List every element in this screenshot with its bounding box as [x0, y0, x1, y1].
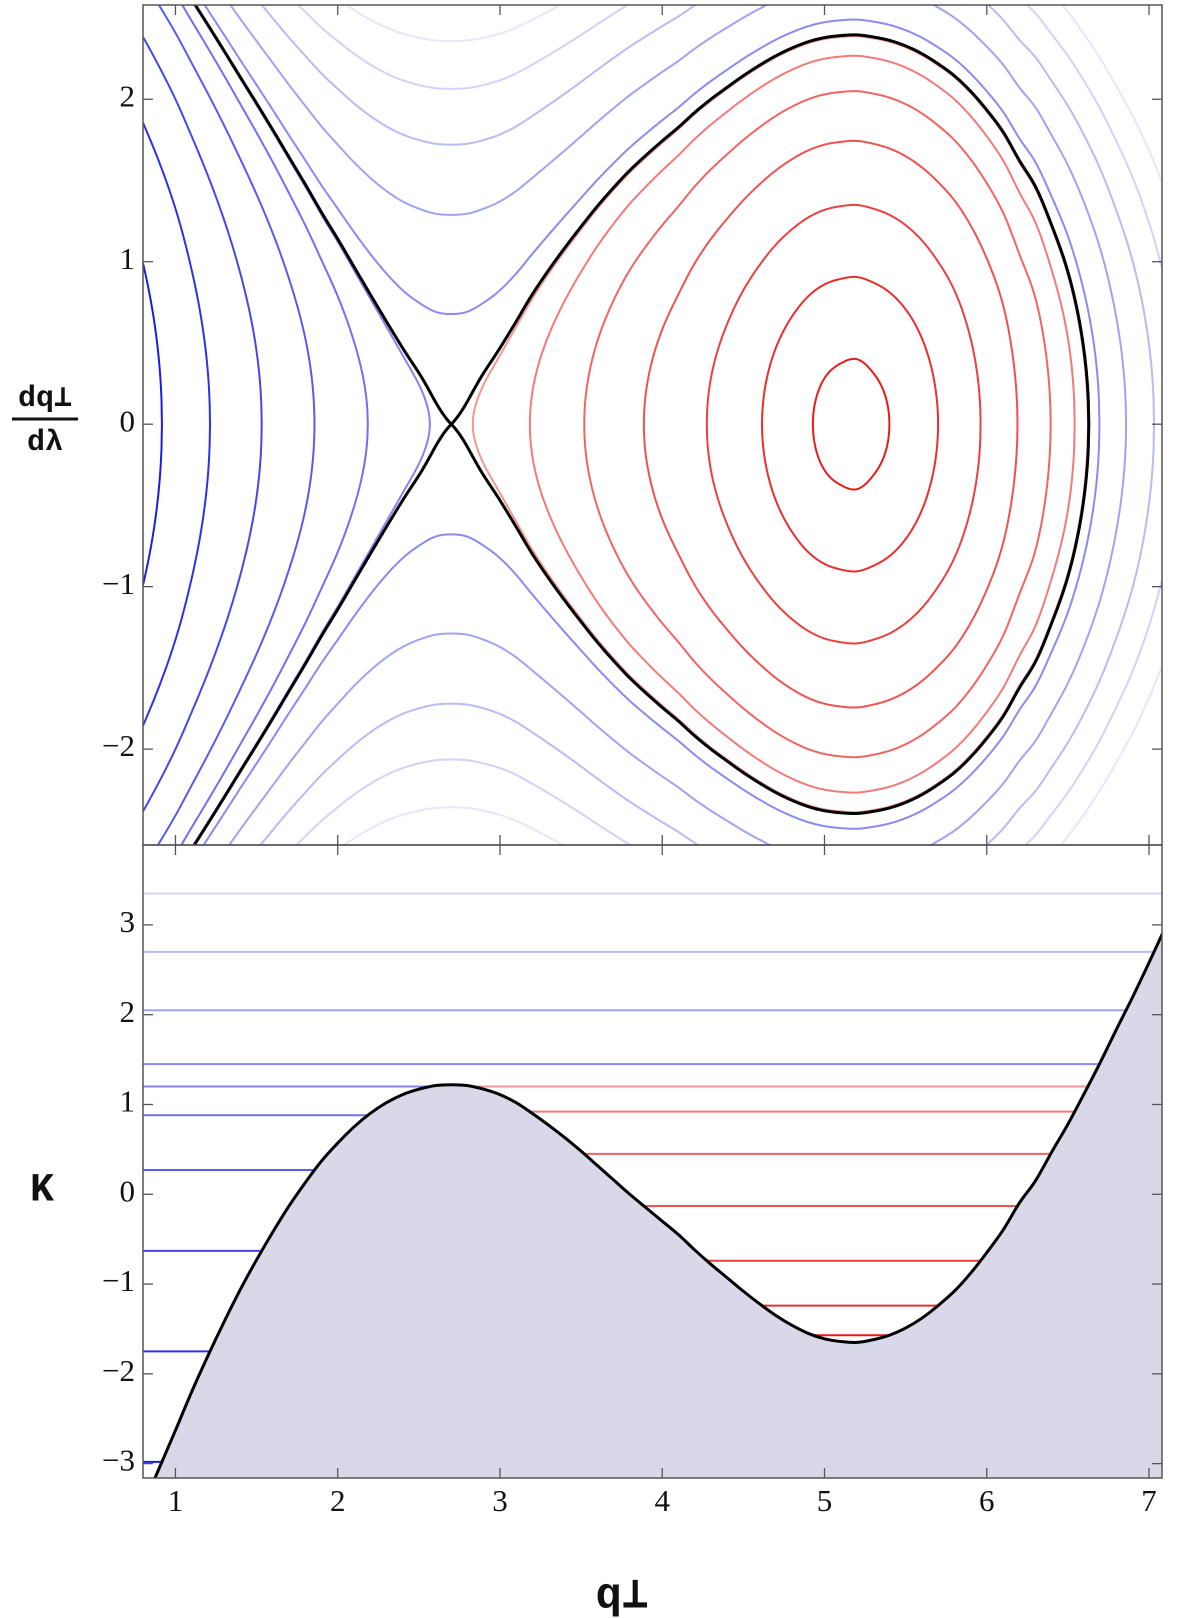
y-tick-label: −2	[102, 1353, 135, 1388]
phase-contour	[202, 5, 1101, 845]
y-tick-label: 1	[120, 1084, 136, 1119]
phase-contour	[760, 275, 940, 573]
phase-contour	[528, 54, 1076, 794]
y-tick-label: −1	[102, 1263, 135, 1298]
phase-contour	[143, 263, 163, 586]
phase-contour	[642, 139, 1019, 709]
y-axis-label: K	[30, 1169, 54, 1214]
potential-plot-area	[143, 892, 1162, 1478]
y-tick-label: −3	[102, 1443, 135, 1478]
x-tick-label: 5	[817, 1483, 833, 1518]
x-tick-label: 7	[1141, 1483, 1157, 1518]
phase-contour	[156, 5, 316, 845]
phase-contour	[192, 5, 431, 845]
phase-ylabel-numerator: dq⊥	[18, 382, 72, 416]
phase-ylabel-denominator: dλ	[27, 426, 63, 460]
x-tick-label: 3	[492, 1483, 508, 1518]
phase-plot-area	[143, 5, 1162, 845]
separatrix	[192, 5, 1091, 845]
phase-y-tick-label: −2	[102, 728, 135, 763]
phase-y-tick-label: 0	[120, 403, 136, 438]
y-tick-label: 2	[120, 994, 136, 1029]
phase-contour	[143, 36, 263, 812]
phase-contour	[180, 5, 369, 845]
y-tick-label: 3	[120, 904, 136, 939]
phase-contour	[811, 357, 891, 491]
x-tick-label: 1	[168, 1483, 184, 1518]
potential-curve	[153, 931, 1162, 1478]
phase-y-tick-label: −1	[102, 566, 135, 601]
potential-area	[154, 934, 1162, 1478]
phase-contour	[295, 5, 1162, 845]
bottom-frame	[142, 844, 1163, 1479]
phase-contour	[228, 5, 1128, 845]
phase-contour	[583, 90, 1052, 759]
x-tick-label: 4	[654, 1483, 670, 1518]
x-tick-label: 6	[979, 1483, 995, 1518]
phase-contour	[471, 35, 1089, 814]
x-axis-label: q⊥	[596, 1572, 649, 1618]
phase-y-tick-label: 2	[120, 78, 136, 113]
phase-contour	[705, 203, 982, 645]
phase-contour	[143, 122, 211, 726]
phase-y-tick-label: 1	[120, 241, 136, 276]
x-tick-label: 2	[330, 1483, 346, 1518]
y-tick-label: 0	[120, 1173, 136, 1208]
